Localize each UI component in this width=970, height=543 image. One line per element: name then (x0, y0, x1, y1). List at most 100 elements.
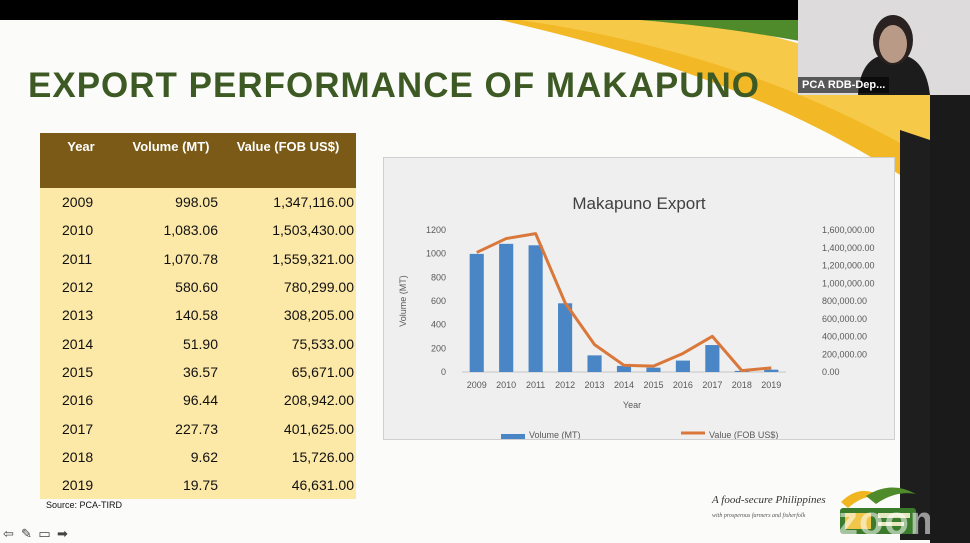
source-note: Source: PCA-TIRD (46, 500, 123, 510)
export-table: Year Volume (MT) Value (FOB US$) 2009 998… (40, 133, 356, 500)
cell-volume: 140.58 (122, 301, 220, 330)
table-row: 2019 19.75 46,631.00 (40, 470, 356, 500)
slides-icon[interactable]: ▭ (38, 526, 51, 541)
cell-value: 1,559,321.00 (220, 244, 356, 273)
table-row: 2018 9.62 15,726.00 (40, 442, 356, 471)
back-arrow-icon[interactable]: ⇦ (3, 526, 14, 541)
x-axis-title: Year (623, 400, 641, 410)
cell-value: 15,726.00 (220, 442, 356, 471)
table-row: 2017 227.73 401,625.00 (40, 414, 356, 443)
table-row: 2016 96.44 208,942.00 (40, 386, 356, 415)
y2-tick-label: 400,000.00 (822, 332, 867, 342)
bar-volume (469, 253, 484, 372)
cell-volume: 36.57 (122, 357, 220, 387)
bar-volume (675, 360, 690, 372)
y2-tick-label: 800,000.00 (822, 296, 867, 306)
cell-value: 308,205.00 (220, 301, 356, 330)
cell-year: 2009 (40, 188, 122, 217)
y2-tick-label: 0.00 (822, 367, 840, 377)
cell-year: 2017 (40, 414, 122, 443)
cell-year: 2015 (40, 357, 122, 387)
bar-volume (764, 369, 779, 372)
participant-name: PCA RDB-Dep... (798, 77, 890, 93)
y-tick-label: 200 (431, 343, 446, 353)
y-tick-label: 1000 (426, 249, 446, 259)
cell-volume: 96.44 (122, 386, 220, 415)
slide-title: EXPORT PERFORMANCE OF MAKAPUNO (28, 66, 760, 105)
y-tick-label: 0 (441, 367, 446, 377)
chart-panel: Makapuno Export 0 200 400 600 800 1000 1200 0.00… (383, 157, 895, 440)
table-row: 2011 1,070.78 1,559,321.00 (40, 244, 356, 273)
x-tick-label: 2017 (702, 380, 722, 390)
cell-volume: 19.75 (122, 470, 220, 500)
cell-year: 2016 (40, 386, 122, 415)
cell-year: 2014 (40, 329, 122, 358)
table-row: 2010 1,083.06 1,503,430.00 (40, 216, 356, 245)
y-axis-title: Volume (MT) (398, 275, 408, 327)
cell-year: 2010 (40, 216, 122, 245)
participant-video[interactable]: PCA RDB-Dep... (798, 0, 970, 95)
y2-tick-label: 1,400,000.00 (822, 243, 875, 253)
footer-subtitle: with prosperous farmers and fisherfolk (712, 513, 806, 519)
header-year: Year (40, 133, 122, 188)
annotation-toolbar: ⇦ ✎ ▭ ➡ (2, 527, 69, 540)
table-header-row: Year Volume (MT) Value (FOB US$) (40, 133, 356, 188)
x-tick-label: 2010 (496, 380, 516, 390)
cell-value: 208,942.00 (220, 386, 356, 415)
footer-tagline: A food-secure Philippines (712, 494, 826, 506)
x-tick-label: 2012 (555, 380, 575, 390)
cell-volume: 9.62 (122, 442, 220, 471)
y-tick-label: 400 (431, 320, 446, 330)
header-value: Value (FOB US$) (220, 133, 356, 188)
header-volume: Volume (MT) (122, 133, 220, 188)
cell-year: 2011 (40, 244, 122, 273)
cell-value: 401,625.00 (220, 414, 356, 443)
y-tick-label: 1200 (426, 225, 446, 235)
table-row: 2009 998.05 1,347,116.00 (40, 188, 356, 217)
x-tick-label: 2009 (467, 380, 487, 390)
legend-label-volume: Volume (MT) (529, 430, 581, 439)
legend-label-value: Value (FOB US$) (709, 430, 778, 439)
table-row: 2013 140.58 308,205.00 (40, 301, 356, 330)
cell-volume: 1,070.78 (122, 244, 220, 273)
bar-volume (528, 245, 543, 372)
pen-icon[interactable]: ✎ (21, 526, 32, 541)
presentation-slide: EXPORT PERFORMANCE OF MAKAPUNO Year Volu… (0, 20, 930, 543)
cell-year: 2012 (40, 272, 122, 302)
chart-title: Makapuno Export (572, 194, 706, 213)
cell-year: 2018 (40, 442, 122, 471)
forward-arrow-icon[interactable]: ➡ (57, 526, 68, 541)
cell-year: 2013 (40, 301, 122, 330)
x-tick-label: 2019 (761, 380, 781, 390)
bar-volume (587, 355, 602, 372)
x-tick-label: 2011 (526, 380, 545, 390)
bar-volume (646, 367, 661, 372)
y2-tick-label: 200,000.00 (822, 349, 867, 359)
line-value (476, 232, 772, 373)
cell-volume: 998.05 (122, 188, 220, 217)
y2-tick-label: 1,600,000.00 (822, 225, 875, 235)
bar-volume (616, 365, 632, 372)
x-tick-label: 2014 (614, 380, 634, 390)
decor-dark-strip (900, 130, 930, 540)
x-tick-label: 2016 (673, 380, 693, 390)
y-tick-label: 600 (431, 296, 446, 306)
bar-volume (499, 243, 514, 372)
y-tick-label: 800 (431, 272, 446, 282)
table-row: 2012 580.60 780,299.00 (40, 272, 356, 302)
legend-swatch-volume (501, 434, 525, 439)
cell-value: 65,671.00 (220, 357, 356, 387)
bar-volume (705, 345, 720, 372)
cell-value: 75,533.00 (220, 329, 356, 358)
y2-tick-label: 600,000.00 (822, 314, 867, 324)
cell-value: 780,299.00 (220, 272, 356, 302)
zoom-watermark: zoom (838, 499, 930, 543)
cell-value: 1,347,116.00 (220, 188, 356, 217)
x-tick-label: 2013 (585, 380, 605, 390)
y2-tick-label: 1,200,000.00 (822, 261, 875, 271)
pca-logo (840, 487, 916, 534)
cell-volume: 580.60 (122, 272, 220, 302)
makapuno-export-chart: Makapuno Export 0 200 400 600 800 1000 1200 0.00… (398, 194, 875, 440)
table-row: 2014 51.90 75,533.00 (40, 329, 356, 358)
cell-volume: 227.73 (122, 414, 220, 443)
